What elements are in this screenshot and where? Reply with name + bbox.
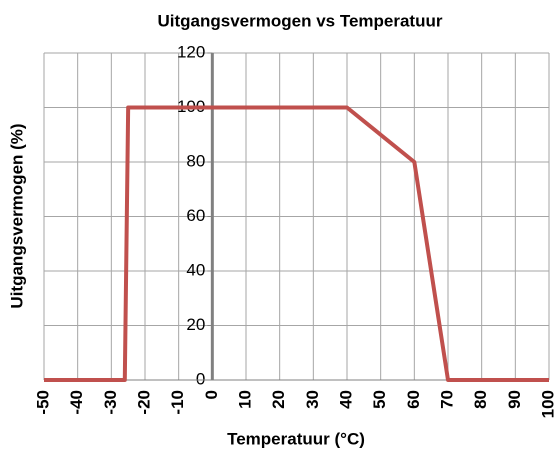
x-tick-label: 40 (336, 390, 355, 409)
y-tick-label: 60 (186, 206, 205, 225)
x-tick-label: -50 (33, 390, 52, 415)
y-tick-label: 0 (196, 369, 205, 388)
x-tick-label: 10 (235, 390, 254, 409)
x-axis-label: Temperatuur (°C) (227, 429, 365, 448)
x-tick-label: 100 (538, 390, 557, 418)
y-axis-label: Uitgangsvermogen (%) (7, 123, 26, 308)
x-tick-label: 30 (303, 390, 322, 409)
y-tick-label: 120 (177, 42, 205, 61)
data-line (44, 105, 549, 382)
x-tick-label: 0 (202, 390, 221, 399)
x-tick-label: 60 (404, 390, 423, 409)
x-tick-label: 50 (370, 390, 389, 409)
chart-title: Uitgangsvermogen vs Temperatuur (158, 11, 443, 30)
x-tick-label: 90 (505, 390, 524, 409)
x-tick-label: 70 (437, 390, 456, 409)
x-tick-label: -10 (168, 390, 187, 415)
y-tick-label: 40 (186, 260, 205, 279)
x-tick-label: 20 (269, 390, 288, 409)
x-tick-label: 80 (471, 390, 490, 409)
x-tick-label: -20 (134, 390, 153, 415)
x-tick-label: -30 (101, 390, 120, 415)
y-tick-label: 20 (186, 315, 205, 334)
x-tick-label: -40 (67, 390, 86, 415)
y-tick-label: 80 (186, 151, 205, 170)
